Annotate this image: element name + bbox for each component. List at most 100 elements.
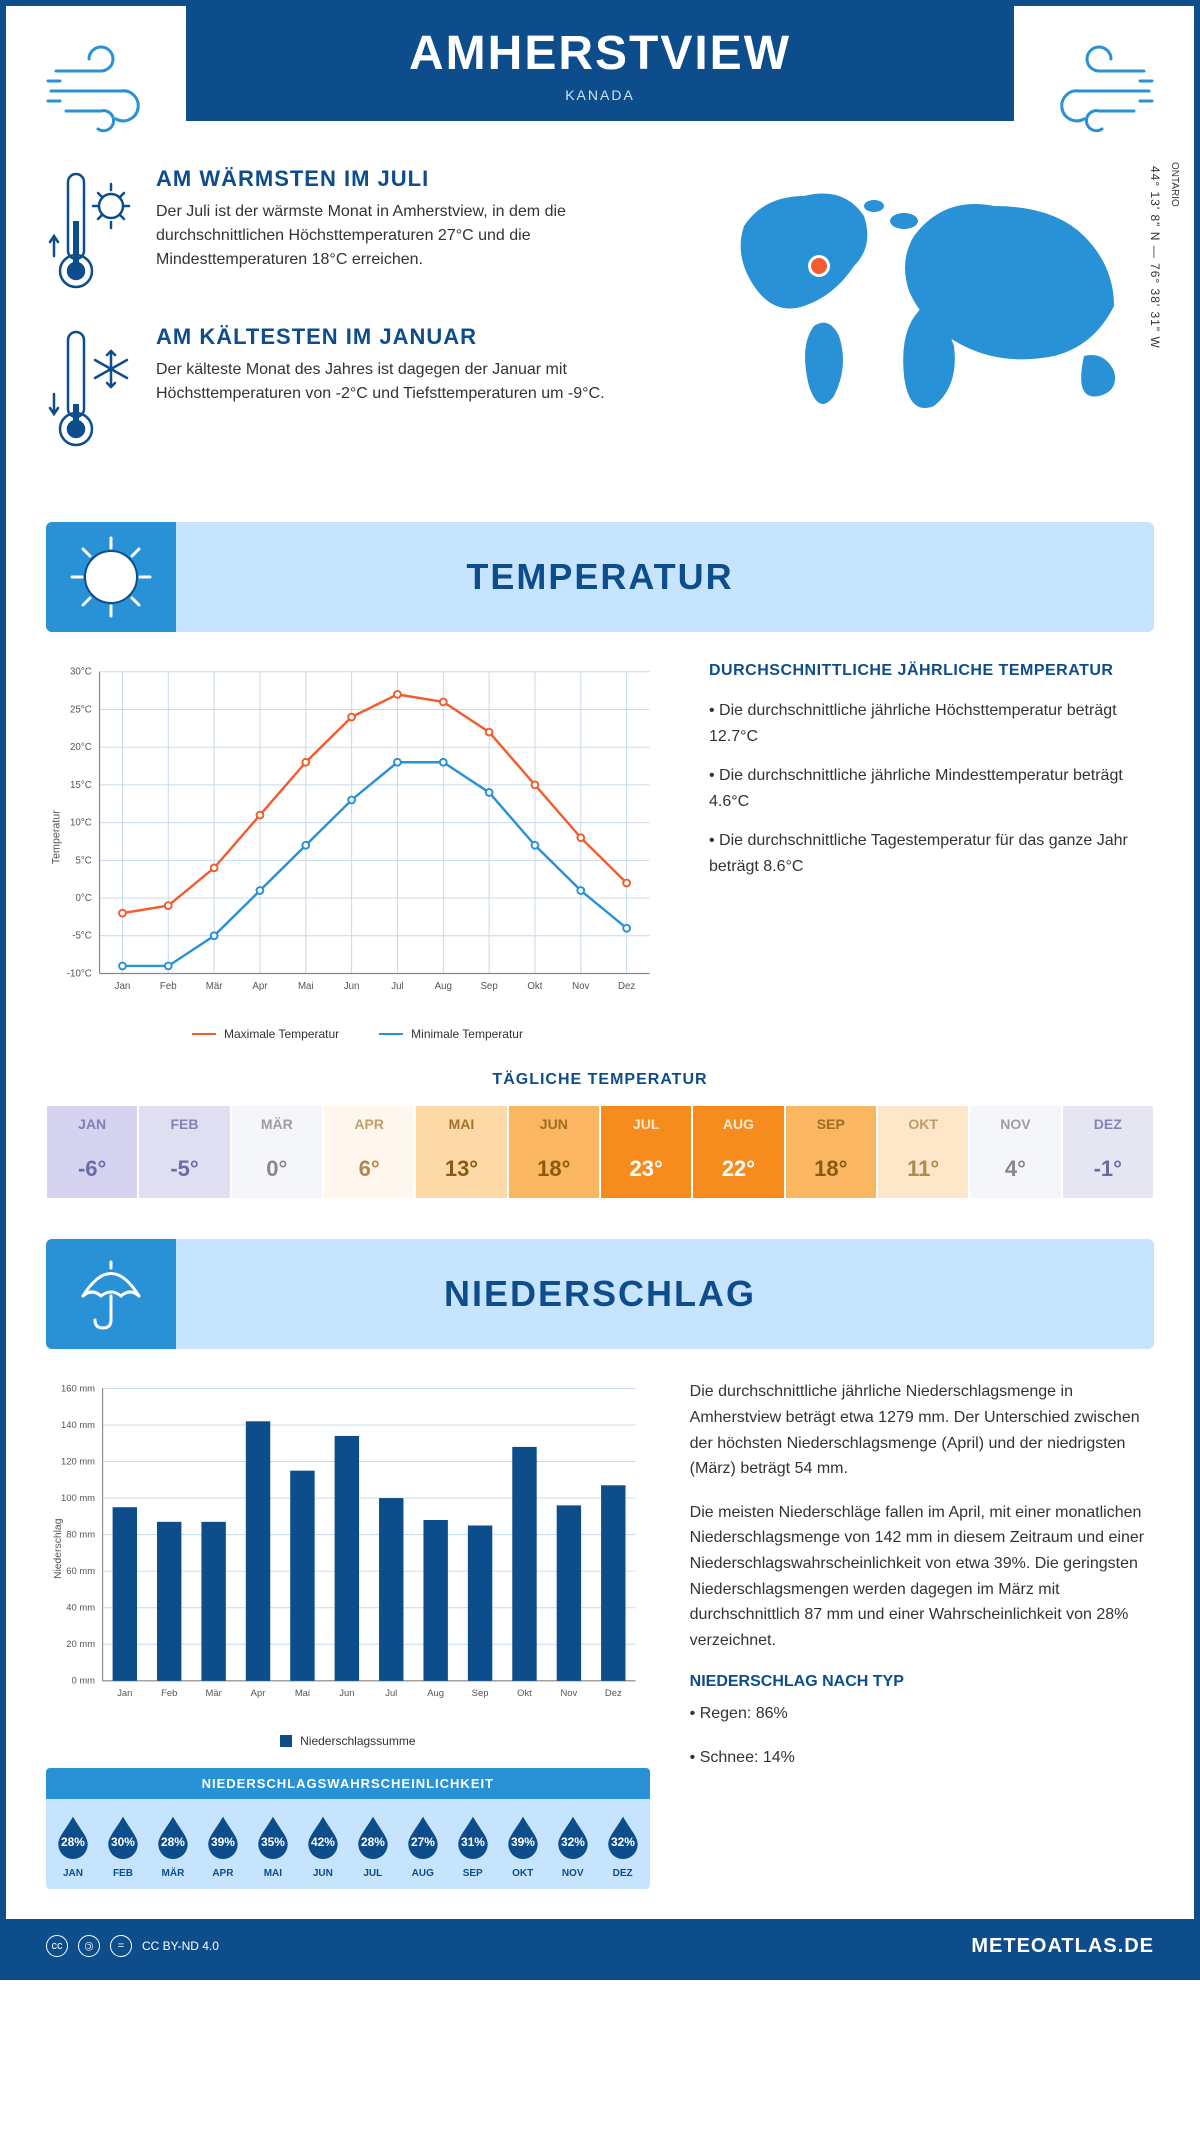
prob-cell: 30%FEB (100, 1813, 146, 1879)
svg-text:Dez: Dez (618, 981, 635, 992)
svg-text:32%: 32% (561, 1835, 585, 1849)
sun-corner-icon (46, 522, 176, 632)
daily-cell: SEP18° (785, 1105, 877, 1199)
daily-cell: AUG22° (692, 1105, 784, 1199)
world-map: ONTARIO 44° 13' 8" N — 76° 38' 31" W (714, 166, 1154, 482)
brand-label: METEOATLAS.DE (971, 1935, 1154, 1958)
warm-text: Der Juli ist der wärmste Monat in Amhers… (156, 200, 684, 272)
svg-text:28%: 28% (161, 1835, 185, 1849)
svg-text:30%: 30% (111, 1835, 135, 1849)
license-text: CC BY-ND 4.0 (142, 1939, 219, 1953)
svg-text:40 mm: 40 mm (66, 1602, 95, 1613)
prob-cell: 39%OKT (500, 1813, 546, 1879)
daily-temp-title: TÄGLICHE TEMPERATUR (46, 1071, 1154, 1089)
precip-banner: NIEDERSCHLAG (46, 1239, 1154, 1349)
svg-text:Feb: Feb (161, 1687, 177, 1698)
svg-text:Nov: Nov (572, 981, 589, 992)
warm-block: AM WÄRMSTEN IM JULI Der Juli ist der wär… (46, 166, 684, 296)
precip-text-1: Die durchschnittliche jährliche Niedersc… (690, 1379, 1154, 1481)
precip-legend: Niederschlagssumme (46, 1734, 650, 1748)
svg-text:39%: 39% (511, 1835, 535, 1849)
svg-text:Mai: Mai (298, 981, 314, 992)
svg-text:Feb: Feb (160, 981, 177, 992)
svg-text:28%: 28% (61, 1835, 85, 1849)
prob-cell: 39%APR (200, 1813, 246, 1879)
svg-text:-10°C: -10°C (67, 968, 92, 979)
precip-left: 0 mm20 mm40 mm60 mm80 mm100 mm120 mm140 … (46, 1379, 650, 1889)
cold-title: AM KÄLTESTEN IM JANUAR (156, 324, 684, 350)
thermometer-cold-icon (46, 324, 136, 454)
precip-row: 0 mm20 mm40 mm60 mm80 mm100 mm120 mm140 … (46, 1379, 1154, 1889)
cc-icon: cc (46, 1935, 68, 1957)
intro-left: AM WÄRMSTEN IM JULI Der Juli ist der wär… (46, 166, 684, 482)
header-row: AMHERSTVIEW KANADA (46, 36, 1154, 136)
precip-prob-row: 28%JAN30%FEB28%MÄR39%APR35%MAI42%JUN28%J… (46, 1799, 650, 1889)
daily-cell: DEZ-1° (1062, 1105, 1154, 1199)
prob-cell: 32%NOV (550, 1813, 596, 1879)
svg-text:-5°C: -5°C (72, 931, 92, 942)
precip-bar-chart: 0 mm20 mm40 mm60 mm80 mm100 mm120 mm140 … (46, 1379, 650, 1719)
svg-text:Mär: Mär (206, 981, 224, 992)
temperature-banner: TEMPERATUR (46, 522, 1154, 632)
title-banner: AMHERSTVIEW KANADA (186, 6, 1014, 121)
license-block: cc 🄯 = CC BY-ND 4.0 (46, 1935, 219, 1957)
daily-cell: JAN-6° (46, 1105, 138, 1199)
svg-text:Jul: Jul (385, 1687, 397, 1698)
wind-icon-left (46, 36, 166, 136)
precip-side: Die durchschnittliche jährliche Niedersc… (690, 1379, 1154, 1889)
precip-legend-label: Niederschlagssumme (300, 1734, 415, 1748)
svg-text:Jul: Jul (391, 981, 403, 992)
svg-text:42%: 42% (311, 1835, 335, 1849)
svg-text:0 mm: 0 mm (71, 1675, 95, 1686)
prob-cell: 31%SEP (450, 1813, 496, 1879)
wind-icon-right (1034, 36, 1154, 136)
coords-label: 44° 13' 8" N — 76° 38' 31" W (1148, 166, 1162, 349)
svg-text:Nov: Nov (561, 1687, 578, 1698)
temp-bullet: • Die durchschnittliche Tagestemperatur … (709, 828, 1154, 879)
prob-cell: 35%MAI (250, 1813, 296, 1879)
svg-text:Jun: Jun (344, 981, 360, 992)
prob-cell: 32%DEZ (600, 1813, 646, 1879)
daily-cell: MÄR0° (231, 1105, 323, 1199)
svg-text:20 mm: 20 mm (66, 1639, 95, 1650)
svg-text:Mär: Mär (206, 1687, 222, 1698)
svg-text:Jun: Jun (339, 1687, 354, 1698)
svg-text:32%: 32% (611, 1835, 635, 1849)
prob-cell: 27%AUG (400, 1813, 446, 1879)
svg-text:Niederschlag: Niederschlag (53, 1519, 64, 1580)
temp-side-text: DURCHSCHNITTLICHE JÄHRLICHE TEMPERATUR •… (709, 662, 1154, 1041)
svg-text:28%: 28% (361, 1835, 385, 1849)
svg-text:0°C: 0°C (75, 893, 91, 904)
svg-text:Apr: Apr (252, 981, 268, 992)
svg-text:Temperatur: Temperatur (51, 810, 63, 864)
country-label: KANADA (246, 87, 954, 103)
precip-type-bullet: • Regen: 86% (690, 1701, 1154, 1727)
cold-text: Der kälteste Monat des Jahres ist dagege… (156, 358, 684, 406)
temp-bullet: • Die durchschnittliche jährliche Höchst… (709, 698, 1154, 749)
footer: cc 🄯 = CC BY-ND 4.0 METEOATLAS.DE (6, 1919, 1194, 1974)
svg-text:Okt: Okt (517, 1687, 532, 1698)
daily-cell: NOV4° (969, 1105, 1061, 1199)
city-title: AMHERSTVIEW (246, 26, 954, 81)
by-icon: 🄯 (78, 1935, 100, 1957)
infographic-page: AMHERSTVIEW KANADA (0, 0, 1200, 1980)
svg-text:31%: 31% (461, 1835, 485, 1849)
precip-type-title: NIEDERSCHLAG NACH TYP (690, 1673, 1154, 1691)
cold-block: AM KÄLTESTEN IM JANUAR Der kälteste Mona… (46, 324, 684, 454)
svg-text:10°C: 10°C (70, 818, 92, 829)
map-svg (714, 166, 1154, 426)
temperature-title: TEMPERATUR (466, 556, 733, 598)
svg-text:30°C: 30°C (70, 667, 92, 678)
precip-prob-title: NIEDERSCHLAGSWAHRSCHEINLICHKEIT (46, 1768, 650, 1799)
daily-cell: MAI13° (415, 1105, 507, 1199)
temp-bullet: • Die durchschnittliche jährliche Mindes… (709, 763, 1154, 814)
prob-cell: 28%JAN (50, 1813, 96, 1879)
precip-title: NIEDERSCHLAG (444, 1273, 756, 1315)
svg-text:80 mm: 80 mm (66, 1529, 95, 1540)
temp-chart: -10°C-5°C0°C5°C10°C15°C20°C25°C30°CJanFe… (46, 662, 669, 1041)
temp-legend: Maximale Temperatur Minimale Temperatur (46, 1027, 669, 1041)
svg-text:25°C: 25°C (70, 704, 92, 715)
svg-text:Aug: Aug (427, 1687, 444, 1698)
svg-text:Dez: Dez (605, 1687, 622, 1698)
thermometer-hot-icon (46, 166, 136, 296)
